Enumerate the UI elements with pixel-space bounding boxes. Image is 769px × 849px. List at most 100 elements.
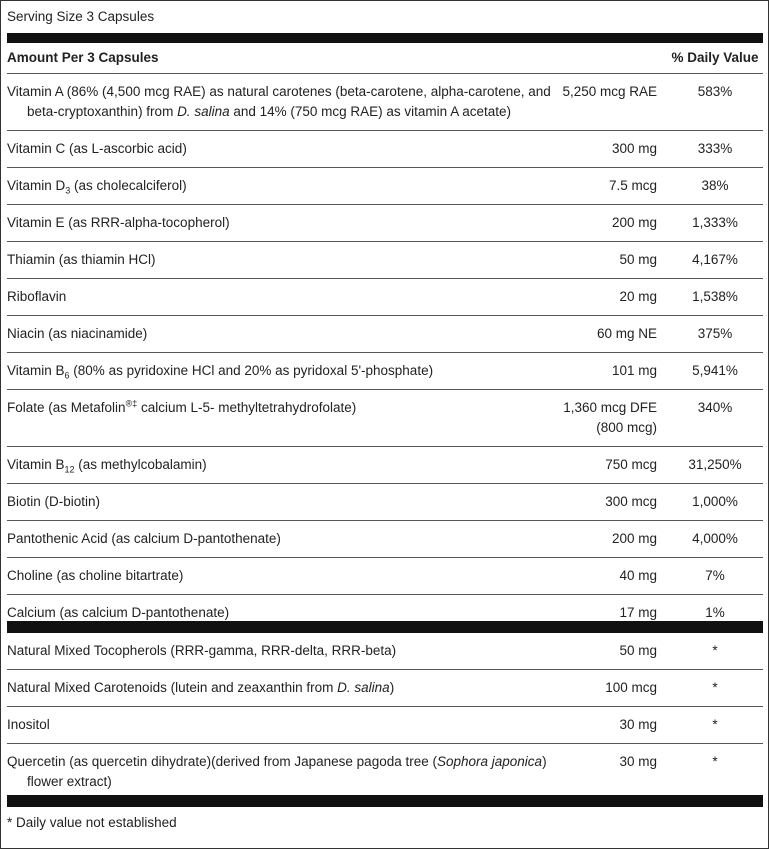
name-part: 12 xyxy=(64,464,75,475)
nutrient-name: Niacin (as niacinamide) xyxy=(7,315,557,353)
amount: 100 mcg xyxy=(557,669,667,707)
daily-value: 31,250% xyxy=(667,446,763,484)
name-part: Quercetin (as quercetin dihydrate)(deriv… xyxy=(7,754,437,769)
amount: 20 mg xyxy=(557,278,667,316)
thick-rule xyxy=(7,795,763,807)
daily-value: * xyxy=(667,706,763,744)
nutrient-row: Biotin (D-biotin) 300 mcg 1,000% xyxy=(7,483,763,521)
name-part: Pantothenic Acid (as calcium D-pantothen… xyxy=(7,531,281,546)
nutrient-row: Vitamin C (as L-ascorbic acid) 300 mg 333% xyxy=(7,130,763,168)
name-part: D. salina xyxy=(177,104,230,119)
header-row: Amount Per 3 Capsules % Daily Value xyxy=(7,43,763,74)
nutrient-row: Calcium (as calcium D-pantothenate) 17 mg… xyxy=(7,595,763,632)
daily-value: 7% xyxy=(667,557,763,595)
daily-value: 38% xyxy=(667,167,763,205)
name-part: Sophora japonica xyxy=(436,754,543,769)
name-part: Vitamin D xyxy=(7,178,66,193)
daily-value: 340% xyxy=(667,389,763,447)
nutrient-name: Biotin (D-biotin) xyxy=(7,483,557,521)
nutrient-name: Riboflavin xyxy=(7,278,557,316)
nutrient-name: Vitamin B6 (80% as pyridoxine HCl and 20… xyxy=(7,352,557,390)
nutrient-name: Choline (as choline bitartrate) xyxy=(7,557,557,595)
name-part: (80% as pyridoxine HCl and 20% as pyrido… xyxy=(69,363,434,378)
serving-size: Serving Size 3 Capsules xyxy=(7,9,155,24)
name-part: 3 xyxy=(65,185,71,196)
daily-value: 4,000% xyxy=(667,520,763,558)
name-part: Niacin (as niacinamide) xyxy=(7,326,148,341)
amount: 300 mg xyxy=(557,130,667,168)
nutrient-row: Vitamin D3 (as cholecalciferol) 7.5 mcg 38… xyxy=(7,167,763,205)
nutrient-row: Vitamin B6 (80% as pyridoxine HCl and 20… xyxy=(7,352,763,390)
nutrient-row: Thiamin (as thiamin HCl) 50 mg 4,167% xyxy=(7,241,763,279)
daily-value: 583% xyxy=(667,73,763,131)
name-part: (as cholecalciferol) xyxy=(70,178,187,193)
amount: 30 mg xyxy=(557,706,667,744)
nutrient-name: Natural Mixed Carotenoids (lutein and ze… xyxy=(7,669,557,707)
nutrient-row: Vitamin A (86% (4,500 mcg RAE) as natura… xyxy=(7,73,763,131)
daily-value: 1,538% xyxy=(667,278,763,316)
name-part: D. salina xyxy=(337,680,390,695)
amount: 30 mg xyxy=(619,754,657,769)
nutrient-table: Natural Mixed Tocopherols (RRR-gamma, RR… xyxy=(7,633,763,800)
name-part: and 14% (750 mcg RAE) as vitamin A aceta… xyxy=(229,104,511,119)
daily-value: 375% xyxy=(667,315,763,353)
name-part: Vitamin B xyxy=(7,363,65,378)
nutrient-row: Riboflavin 20 mg 1,538% xyxy=(7,278,763,316)
name-part: Riboflavin xyxy=(7,289,67,304)
name-part: Biotin (D-biotin) xyxy=(7,494,101,509)
amount: 40 mg xyxy=(557,557,667,595)
nutrient-name: Thiamin (as thiamin HCl) xyxy=(7,241,557,279)
amount: 200 mg xyxy=(557,204,667,242)
name-part: Vitamin A (86% (4,500 mcg RAE) as natura… xyxy=(7,84,551,119)
amount: 7.5 mcg xyxy=(557,167,667,205)
name-part: Inositol xyxy=(7,717,50,732)
dv-header: % Daily Value xyxy=(667,43,763,74)
nutrient-row: Niacin (as niacinamide) 60 mg NE 375% xyxy=(7,315,763,353)
nutrient-row: Quercetin (as quercetin dihydrate)(deriv… xyxy=(7,744,763,801)
nutrient-name: Natural Mixed Tocopherols (RRR-gamma, RR… xyxy=(7,633,557,670)
nutrient-row: Vitamin B12 (as methylcobalamin) 750 mcg 3… xyxy=(7,446,763,484)
name-part: ®‡ xyxy=(125,398,138,409)
daily-value: * xyxy=(667,633,763,670)
name-part: calcium L-5- methyltetrahydrofolate) xyxy=(137,400,357,415)
thick-rule xyxy=(7,621,763,633)
daily-value: * xyxy=(712,754,718,769)
name-part: Thiamin (as thiamin HCl) xyxy=(7,252,156,267)
name-part: Calcium (as calcium D-pantothenate) xyxy=(7,605,230,620)
thick-rule xyxy=(7,33,763,43)
amount-line: 1,360 mcg DFE xyxy=(563,400,657,415)
nutrient-name: Vitamin D3 (as cholecalciferol) xyxy=(7,167,557,205)
nutrient-row: Folate (as Metafolin®‡ calcium L-5- meth… xyxy=(7,389,763,447)
amount: 1,360 mcg DFE (800 mcg) xyxy=(557,389,667,447)
nutrient-name: Pantothenic Acid (as calcium D-pantothen… xyxy=(7,520,557,558)
nutrient-row: Vitamin E (as RRR-alpha-tocopherol) 200 m… xyxy=(7,204,763,242)
amount: 300 mcg xyxy=(557,483,667,521)
nutrient-name: Inositol xyxy=(7,706,557,744)
nutrient-row: Inositol 30 mg * xyxy=(7,706,763,744)
name-part: Choline (as choline bitartrate) xyxy=(7,568,184,583)
name-part: Folate (as Metafolin xyxy=(7,400,126,415)
header-table: Amount Per 3 Capsules % Daily Value xyxy=(7,43,763,74)
daily-value: 1% xyxy=(705,605,725,620)
amount-header: Amount Per 3 Capsules xyxy=(7,43,557,74)
nutrient-name: Folate (as Metafolin®‡ calcium L-5- meth… xyxy=(7,389,557,447)
amount: 17 mg xyxy=(619,605,657,620)
daily-value: 1,000% xyxy=(667,483,763,521)
nutrient-row: Natural Mixed Carotenoids (lutein and ze… xyxy=(7,669,763,707)
name-part: ) xyxy=(389,680,395,695)
name-part: Vitamin B xyxy=(7,457,65,472)
nutrient-name: Vitamin B12 (as methylcobalamin) xyxy=(7,446,557,484)
amount: 5,250 mcg RAE xyxy=(557,73,667,131)
nutrient-table: Vitamin A (86% (4,500 mcg RAE) as natura… xyxy=(7,73,763,631)
footnote: * Daily value not established xyxy=(7,815,177,830)
name-part: Vitamin E (as RRR-alpha-tocopherol) xyxy=(7,215,230,230)
daily-value: 5,941% xyxy=(667,352,763,390)
name-part: Vitamin C (as L-ascorbic acid) xyxy=(7,141,187,156)
daily-value: 333% xyxy=(667,130,763,168)
nutrient-name: Vitamin A (86% (4,500 mcg RAE) as natura… xyxy=(7,73,557,131)
nutrient-name: Calcium (as calcium D-pantothenate) xyxy=(7,595,557,632)
amount: 200 mg xyxy=(557,520,667,558)
name-part: ) flower extract) xyxy=(27,754,547,789)
name-part: Natural Mixed Carotenoids (lutein and ze… xyxy=(7,680,338,695)
